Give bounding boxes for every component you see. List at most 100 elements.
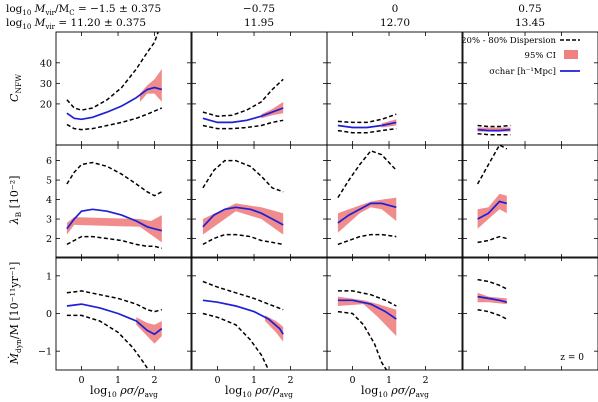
x-tick-label: 0 (215, 375, 221, 386)
x-tick-label: 0 (350, 375, 356, 386)
series-r2-c3 (477, 278, 508, 320)
col-header-bottom-1: 11.95 (244, 17, 274, 29)
dispersion-upper-line (337, 113, 397, 124)
series-r1-c2 (337, 149, 397, 246)
ylabel-row-1: λB [10⁻²] (8, 176, 23, 226)
dispersion-upper-line (66, 32, 159, 111)
panel-r0-c0 (55, 31, 192, 146)
legend-ci-label: 95% CI (525, 51, 556, 61)
panel-frame (326, 144, 463, 259)
median-line (477, 128, 511, 132)
series-r0-c2 (337, 113, 397, 134)
y-tick-label: 40 (40, 58, 52, 69)
y-tick-label: 3 (46, 215, 52, 226)
panel-r2-c2 (326, 256, 463, 371)
median-line (66, 208, 163, 232)
dispersion-lower-line (477, 132, 511, 136)
median-line (202, 206, 284, 228)
xlabel-col-2: log10 ρσ/ρavg (361, 384, 429, 399)
panel-frame (326, 31, 463, 146)
col-header-top-1: −0.75 (243, 3, 275, 15)
dispersion-upper-line (477, 278, 508, 290)
panel-r1-c0 (55, 144, 192, 259)
ci-band (477, 193, 507, 229)
ylabel-row-0: CNFW (8, 74, 23, 102)
x-tick-label: 2 (151, 375, 157, 386)
dispersion-upper-line (66, 161, 163, 197)
median-line (477, 200, 508, 220)
median-line (202, 107, 284, 124)
panel-frame (55, 31, 192, 146)
dispersion-lower-line (337, 127, 397, 134)
series-r0-c3 (477, 124, 511, 136)
dispersion-lower-line (66, 107, 163, 131)
dispersion-upper-line (202, 280, 284, 311)
panel-frame (55, 256, 192, 371)
ylabel-row-2: Ṁdyn/M [10⁻¹¹yr⁻¹] (7, 262, 23, 366)
redshift-annotation: z = 0 (560, 353, 584, 363)
panel-frame (462, 144, 598, 259)
ci-band (337, 197, 397, 233)
x-tick-label: 2 (287, 375, 293, 386)
median-line (337, 202, 397, 224)
ci-band (66, 215, 162, 243)
series-r1-c3 (476, 145, 508, 244)
median-line (337, 299, 397, 320)
panel-r2-c1 (191, 256, 328, 371)
series-r2-c1 (202, 280, 284, 370)
dispersion-lower-line (477, 235, 507, 244)
series-r0-c0 (66, 32, 163, 131)
y-tick-label: 1 (46, 271, 52, 282)
col-header-top-3: 0.75 (518, 3, 541, 15)
legend-median-label: σchar [h⁻¹Mpc] (489, 67, 556, 77)
x-tick-label: 0 (79, 375, 85, 386)
panel-r2-c0 (55, 256, 192, 371)
y-tick-label: −1 (38, 347, 52, 358)
xlabel-col-1: log10 ρσ/ρavg (225, 384, 293, 399)
panel-r2-c3 (462, 256, 598, 371)
y-tick-label: 2 (46, 234, 52, 245)
dispersion-lower-line (202, 233, 284, 246)
dispersion-upper-line (202, 78, 284, 117)
dispersion-upper-line (337, 290, 397, 307)
col-header-top-2: 0 (392, 3, 399, 15)
ci-band (139, 69, 162, 102)
dispersion-upper-line (66, 290, 162, 313)
median-line (477, 295, 508, 304)
series-r1-c0 (66, 161, 163, 250)
dispersion-lower-line (202, 312, 270, 370)
dispersion-upper-line (477, 124, 511, 128)
y-tick-label: 4 (46, 195, 52, 206)
panel-r0-c2 (326, 31, 463, 146)
panel-r1-c1 (191, 144, 328, 259)
panel-r1-c2 (326, 144, 463, 259)
series-r1-c1 (202, 159, 284, 246)
dispersion-lower-line (337, 233, 397, 246)
y-tick-label: 0 (46, 309, 52, 320)
x-tick-label: 1 (115, 375, 121, 386)
header-row1: log10 Mvir/MC = −1.5 ± 0.375 (6, 3, 161, 17)
xlabel-col-0: log10 ρσ/ρavg (90, 384, 158, 399)
panel-r1-c3 (462, 144, 598, 259)
panel-frame (55, 144, 192, 259)
y-tick-label: 5 (46, 176, 52, 187)
panel-frame (191, 144, 328, 259)
y-tick-label: 30 (40, 79, 52, 90)
dispersion-lower-line (66, 235, 162, 250)
dispersion-upper-line (476, 145, 508, 185)
x-tick-label: 2 (422, 375, 428, 386)
series-r2-c0 (66, 290, 163, 370)
median-line (202, 299, 284, 335)
header-row2: log10 Mvir = 11.20 ± 0.375 (6, 17, 146, 31)
col-header-bottom-2: 12.70 (380, 17, 410, 29)
dispersion-lower-line (477, 308, 508, 320)
legend-dispersion-label: 20% - 80% Dispersion (461, 36, 556, 46)
dispersion-upper-line (202, 159, 284, 193)
ci-band (337, 296, 397, 337)
y-tick-label: 20 (40, 99, 52, 110)
dispersion-lower-line (66, 314, 150, 370)
y-tick-label: 6 (46, 156, 52, 167)
ci-band (265, 315, 284, 342)
